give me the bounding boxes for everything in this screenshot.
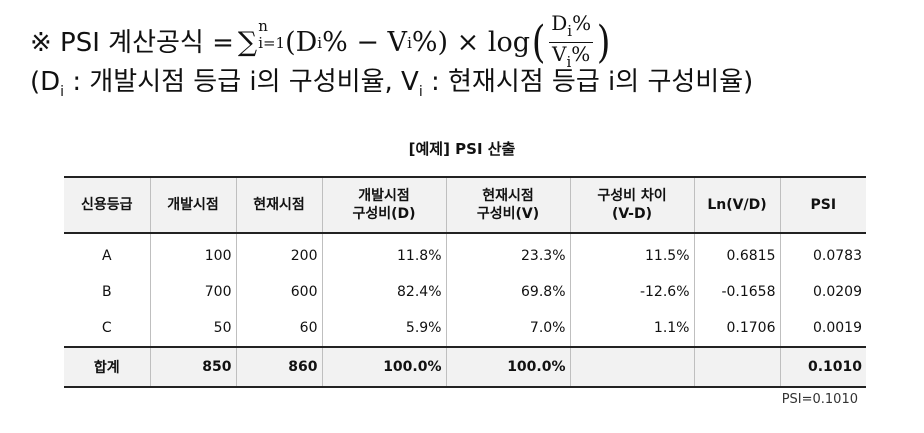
table-header-row: 신용등급 개발시점 현재시점 개발시점 구성비(D) 현재시점 구성비(V) 구성비 차이 (V…: [64, 176, 866, 234]
term-sub-1: i: [317, 33, 323, 52]
table-cell: 82.4%: [321, 274, 447, 310]
formula-legend: (Di : 개발시점 등급 i의 구성비율, Vi : 현재시점 등급 i의 구…: [30, 67, 754, 100]
column-header: 현재시점: [235, 176, 323, 234]
table-cell: 23.3%: [445, 233, 571, 274]
table-cell: A: [64, 233, 151, 274]
formula-prefix: ※ PSI 계산공식 =: [30, 27, 234, 58]
table-cell: 600: [235, 274, 323, 310]
table-row: A 100 200 11.8% 23.3% 11.5% 0.6815 0.0783: [64, 233, 866, 274]
log-fraction: Di% Vi%: [549, 12, 594, 73]
term-open: (D: [285, 26, 318, 58]
table-total-row: 합계 850 860 100.0% 100.0% 0.1010: [64, 346, 866, 388]
table-cell: 700: [149, 274, 237, 310]
total-cell: 0.1010: [779, 346, 866, 388]
column-header: 신용등급: [64, 176, 151, 234]
table-cell: 0.0209: [779, 274, 866, 310]
column-header: 현재시점 구성비(V): [445, 176, 571, 234]
column-header: 개발시점 구성비(D): [321, 176, 447, 234]
table-cell: 0.1706: [693, 310, 781, 347]
sigma-operator: ∑ n i=1: [237, 16, 286, 65]
total-cell: [693, 346, 781, 388]
psi-result-note: PSI=0.1010: [781, 392, 858, 407]
table-cell: -12.6%: [569, 274, 695, 310]
total-cell: 850: [149, 346, 237, 388]
table-cell: 11.5%: [569, 233, 695, 274]
table-cell: 11.8%: [321, 233, 447, 274]
total-cell: 100.0%: [321, 346, 447, 388]
term-mid: % − V: [322, 26, 408, 58]
column-header: Ln(V/D): [693, 176, 781, 234]
paren-right: ): [596, 16, 611, 68]
total-cell: [569, 346, 695, 388]
table-cell: 200: [235, 233, 323, 274]
table-cell: B: [64, 274, 151, 310]
total-cell: 860: [235, 346, 323, 388]
fraction-numerator: Di%: [549, 12, 594, 43]
column-header: PSI: [779, 176, 866, 234]
table-cell: -0.1658: [693, 274, 781, 310]
term-sub-2: i: [407, 33, 412, 52]
table-cell: 7.0%: [445, 310, 571, 347]
sigma-upper: n: [258, 16, 268, 35]
table-cell: 100: [149, 233, 237, 274]
total-cell: 100.0%: [445, 346, 571, 388]
total-cell: 합계: [64, 346, 151, 388]
fraction-denominator: Vi%: [552, 42, 591, 71]
table-cell: 0.0783: [779, 233, 866, 274]
table-cell: C: [64, 310, 151, 347]
table-cell: 0.0019: [779, 310, 866, 347]
table-cell: 50: [149, 310, 237, 347]
sigma-lower: i=1: [258, 33, 286, 52]
table-title: [예제] PSI 산출: [408, 140, 516, 158]
column-header: 개발시점: [149, 176, 237, 234]
table-cell: 5.9%: [321, 310, 447, 347]
psi-table: 신용등급 개발시점 현재시점 개발시점 구성비(D) 현재시점 구성비(V) 구성비 차이 (V…: [64, 176, 866, 388]
table-cell: 60: [235, 310, 323, 347]
table-cell: 69.8%: [445, 274, 571, 310]
table-cell: 0.6815: [693, 233, 781, 274]
term-close: %) × log: [411, 26, 531, 58]
table-cell: 1.1%: [569, 310, 695, 347]
table-row: B 700 600 82.4% 69.8% -12.6% -0.1658 0.0209: [64, 274, 866, 310]
table-row: C 50 60 5.9% 7.0% 1.1% 0.1706 0.0019: [64, 310, 866, 347]
paren-left: (: [531, 16, 546, 68]
sigma-symbol: ∑: [237, 26, 258, 58]
column-header: 구성비 차이 (V-D): [569, 176, 695, 234]
